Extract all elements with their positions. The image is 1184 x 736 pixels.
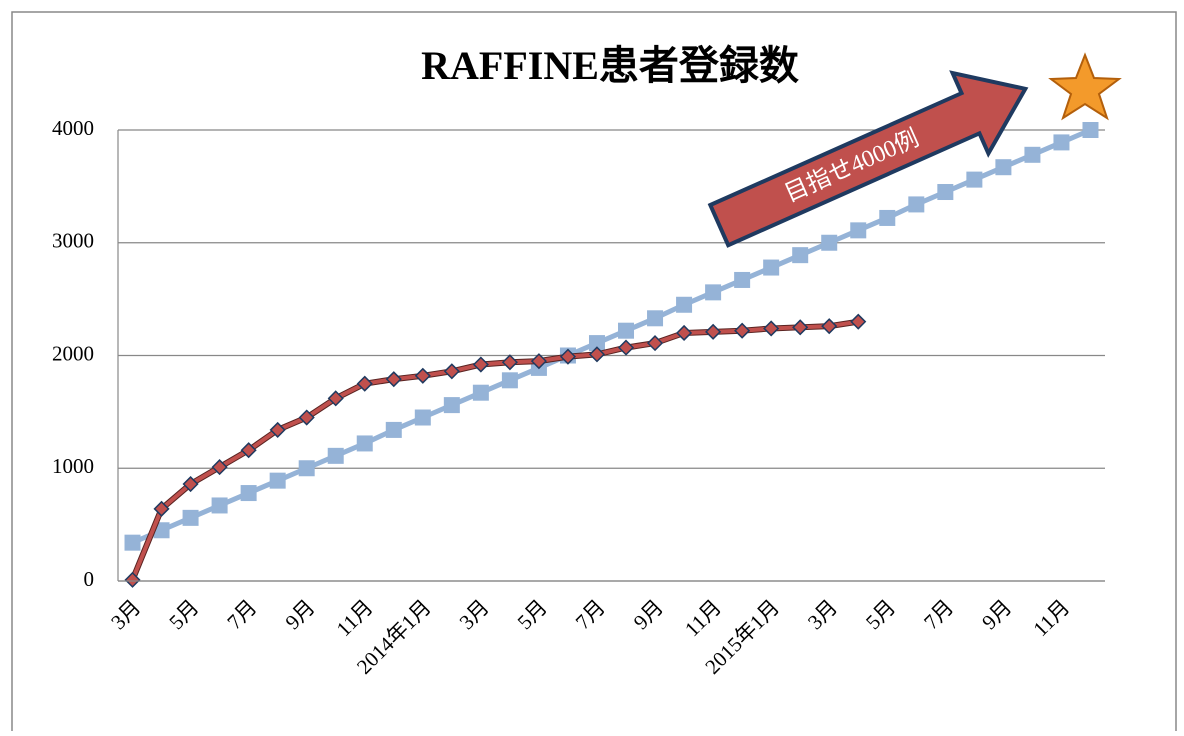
y-tick-label: 3000	[52, 229, 94, 253]
marker	[414, 367, 431, 384]
star-shape	[1048, 52, 1122, 121]
x-tick-label: 5月	[164, 595, 203, 634]
marker	[646, 335, 664, 352]
marker	[182, 475, 199, 493]
chart-frame	[11, 11, 1177, 731]
marker	[734, 271, 751, 288]
series-line	[131, 127, 1092, 545]
marker	[211, 497, 228, 514]
marker	[588, 335, 605, 352]
marker	[908, 196, 925, 213]
x-tick-label: 7月	[222, 595, 261, 634]
marker	[124, 534, 141, 551]
marker	[966, 171, 983, 188]
marker	[995, 159, 1012, 176]
x-tick-label: 9月	[977, 595, 1016, 634]
marker	[472, 356, 489, 373]
x-tick-label: 9月	[629, 595, 668, 634]
marker	[472, 384, 489, 401]
marker	[763, 259, 780, 276]
marker	[501, 372, 518, 389]
marker	[356, 375, 373, 392]
marker	[676, 324, 693, 342]
marker	[327, 447, 344, 464]
x-tick-label: 3月	[455, 595, 494, 634]
marker	[414, 409, 431, 426]
marker	[618, 322, 635, 339]
arrow-shape	[707, 70, 1029, 248]
marker	[269, 472, 286, 489]
x-tick-label: 5月	[513, 595, 552, 634]
marker	[763, 320, 780, 337]
marker	[298, 460, 315, 477]
marker	[356, 435, 373, 452]
x-tick-label: 11月	[680, 595, 726, 641]
marker	[443, 397, 460, 414]
marker	[792, 247, 809, 264]
marker	[153, 500, 170, 517]
marker	[385, 371, 402, 388]
marker	[617, 339, 635, 356]
marker	[821, 318, 838, 335]
marker	[1082, 122, 1099, 138]
x-tick-label: 3月	[803, 595, 842, 634]
marker	[240, 442, 257, 459]
marker	[1053, 134, 1070, 151]
marker	[792, 319, 809, 336]
marker	[879, 209, 896, 226]
x-tick-label: 11月	[332, 595, 378, 641]
marker	[240, 485, 257, 502]
star	[1048, 52, 1122, 121]
y-tick-label: 1000	[52, 454, 94, 478]
marker	[850, 222, 867, 239]
marker	[588, 346, 606, 363]
marker	[530, 353, 547, 370]
x-tick-label: 7月	[571, 595, 610, 634]
marker	[647, 310, 664, 327]
y-tick-label: 4000	[52, 116, 94, 140]
marker	[1024, 146, 1041, 163]
marker	[937, 184, 954, 201]
marker	[211, 459, 228, 476]
marker	[705, 284, 722, 301]
marker	[850, 313, 867, 330]
marker	[734, 322, 751, 339]
marker	[501, 354, 518, 371]
marker	[821, 234, 838, 251]
x-tick-label: 3月	[106, 595, 145, 634]
x-tick-label: 5月	[861, 595, 900, 634]
y-tick-label: 0	[84, 567, 95, 591]
marker	[298, 409, 315, 426]
x-tick-label: 9月	[280, 595, 319, 634]
x-tick-label: 11月	[1028, 595, 1074, 641]
marker	[182, 509, 199, 526]
marker	[385, 421, 402, 438]
x-tick-label: 7月	[919, 595, 958, 634]
chart-title: RAFFINE患者登録数	[421, 43, 799, 88]
marker	[124, 571, 141, 588]
marker	[327, 390, 344, 407]
marker	[705, 323, 722, 340]
marker	[559, 348, 577, 365]
marker	[443, 363, 460, 380]
marker	[269, 421, 286, 438]
marker	[676, 296, 693, 313]
y-tick-label: 2000	[52, 341, 94, 365]
